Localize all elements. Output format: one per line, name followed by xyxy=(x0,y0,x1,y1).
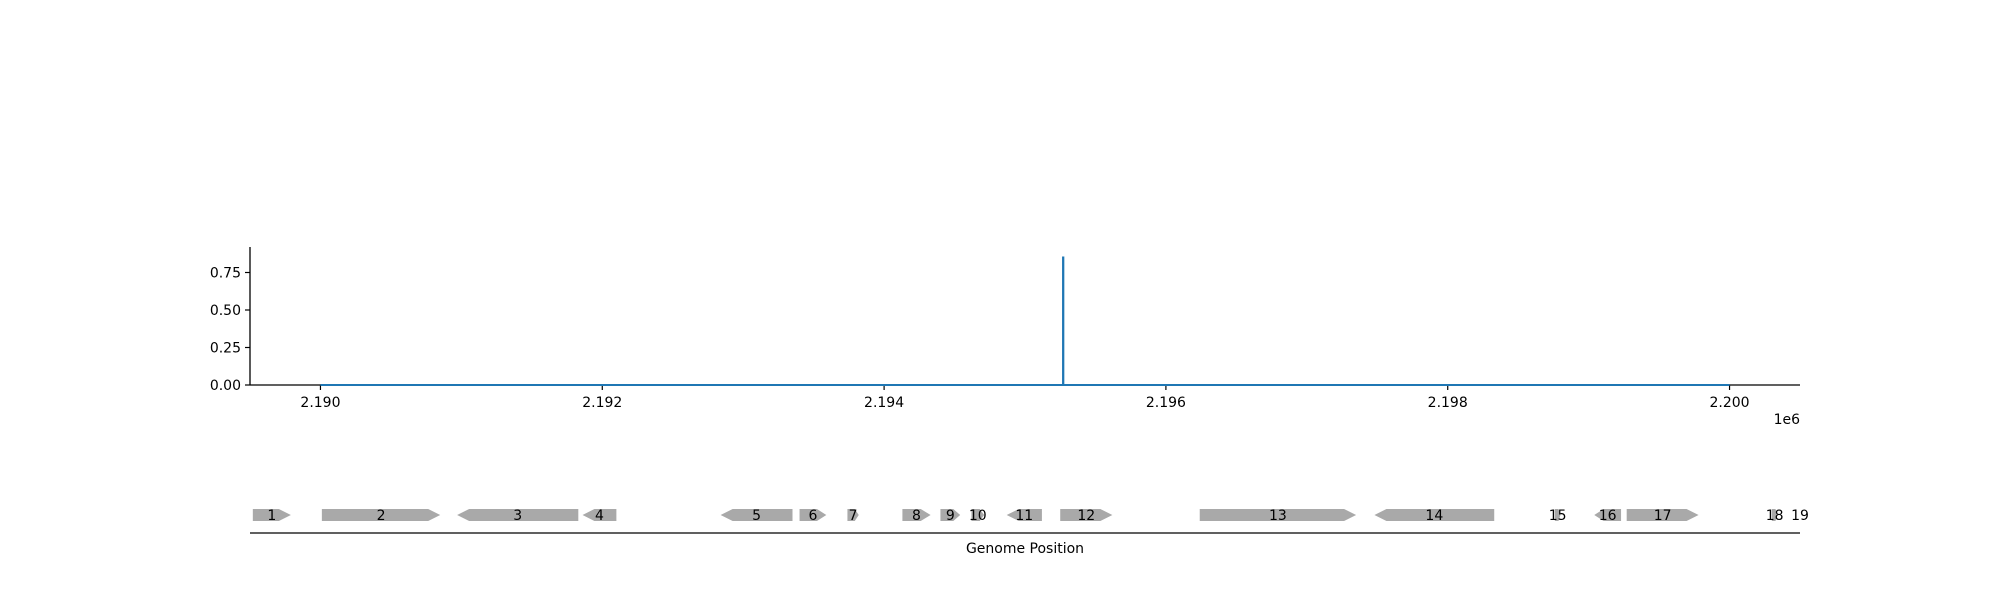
gene-12-arrow xyxy=(1060,509,1113,521)
gene-8-arrow xyxy=(902,509,931,521)
x-tick-label: 2.190 xyxy=(300,395,340,411)
gene-11-arrow xyxy=(1006,509,1042,521)
gene-10-label: 10 xyxy=(969,508,987,524)
gene-9-arrow xyxy=(940,509,961,521)
x-tick-label: 2.198 xyxy=(1428,395,1468,411)
gene-14-label: 14 xyxy=(1425,508,1443,524)
y-tick-label: 0.25 xyxy=(210,341,241,357)
gene-7-label: 7 xyxy=(849,508,858,524)
y-tick-label: 0.00 xyxy=(210,378,241,394)
gene-18-label: 18 xyxy=(1766,508,1784,524)
gene-9-label: 9 xyxy=(946,508,955,524)
gene-5-arrow xyxy=(720,509,793,521)
signal-series-line xyxy=(320,256,1730,386)
gene-2-label: 2 xyxy=(377,508,386,524)
gene-3-arrow xyxy=(457,509,579,521)
gene-15-arrow xyxy=(1554,509,1561,521)
gene-12-label: 12 xyxy=(1077,508,1095,524)
gene-6-arrow xyxy=(799,509,827,521)
gene-18-arrow xyxy=(1771,509,1778,521)
x-offset-label: 1e6 xyxy=(1774,412,1801,428)
gene-16-arrow xyxy=(1594,509,1622,521)
x-tick-label: 2.200 xyxy=(1709,395,1749,411)
x-tick-label: 2.196 xyxy=(1146,395,1186,411)
gene-3-label: 3 xyxy=(513,508,522,524)
gene-16-label: 16 xyxy=(1599,508,1617,524)
gene-10-arrow xyxy=(971,509,985,521)
gene-1-label: 1 xyxy=(267,508,276,524)
gene-4-label: 4 xyxy=(595,508,604,524)
gene-4-arrow xyxy=(582,509,617,521)
gene-17-arrow xyxy=(1626,509,1699,521)
x-tick-label: 2.194 xyxy=(864,395,904,411)
gene-14-arrow xyxy=(1374,509,1495,521)
gene-2-arrow xyxy=(321,509,441,521)
gene-1-arrow xyxy=(252,509,291,521)
x-axis-title: Genome Position xyxy=(966,541,1084,557)
gene-17-label: 17 xyxy=(1654,508,1672,524)
y-tick-label: 0.75 xyxy=(210,266,241,282)
gene-6-label: 6 xyxy=(808,508,817,524)
gene-13-label: 13 xyxy=(1269,508,1287,524)
gene-13-arrow xyxy=(1199,509,1357,521)
gene-7-arrow xyxy=(847,509,859,521)
gene-11-label: 11 xyxy=(1015,508,1033,524)
signal-plot: 0.00 0.25 0.50 0.75 2.190 2.192 2.194 2.196 2.19… xyxy=(210,247,1800,428)
gene-19-label: 19 xyxy=(1791,508,1809,524)
gene-5-label: 5 xyxy=(752,508,761,524)
gene-15-label: 15 xyxy=(1549,508,1567,524)
x-tick-label: 2.192 xyxy=(582,395,622,411)
gene-8-label: 8 xyxy=(912,508,921,524)
y-tick-label: 0.50 xyxy=(210,303,241,319)
